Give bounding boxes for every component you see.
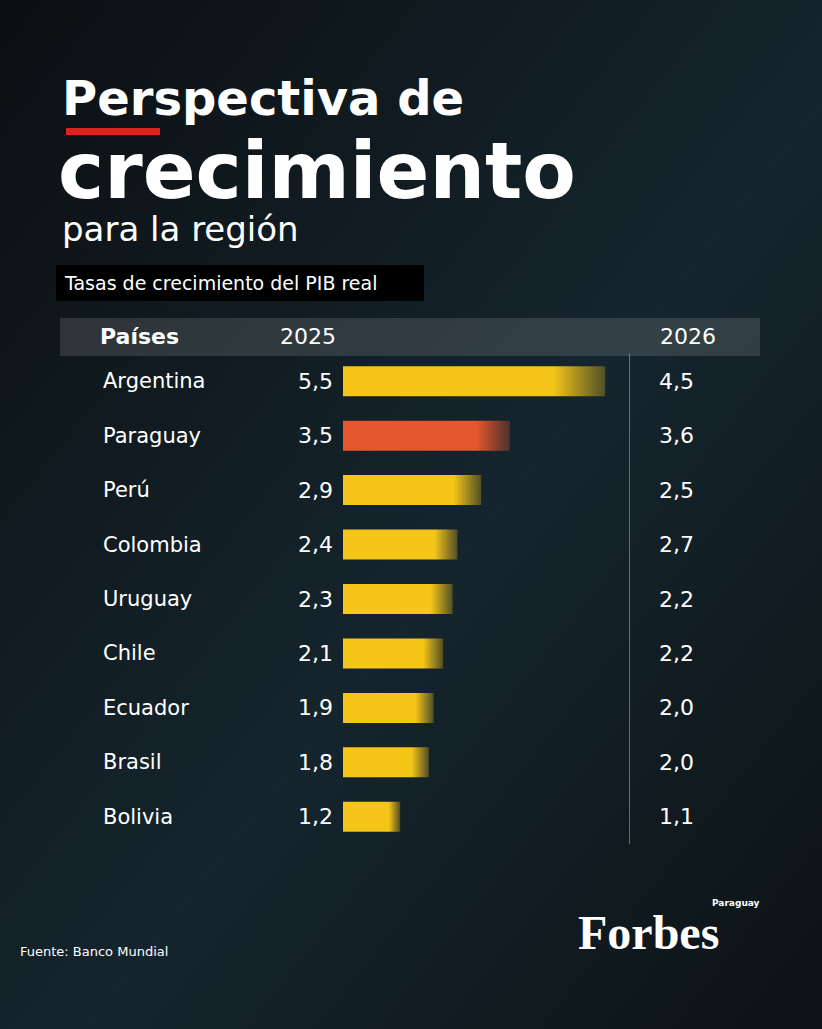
svg-text:Perspectiva de: Perspectiva de <box>62 70 464 126</box>
svg-text:Fuente: Banco Mundial: Fuente: Banco Mundial <box>20 944 168 959</box>
svg-text:1,8: 1,8 <box>298 750 333 775</box>
svg-text:crecimiento: crecimiento <box>58 126 576 216</box>
svg-text:Perú: Perú <box>103 478 150 502</box>
svg-text:2,2: 2,2 <box>659 587 694 612</box>
svg-text:2,7: 2,7 <box>659 532 694 557</box>
svg-text:2025: 2025 <box>280 324 336 349</box>
svg-text:1,9: 1,9 <box>298 695 333 720</box>
svg-text:2,4: 2,4 <box>298 532 333 557</box>
svg-text:3,5: 3,5 <box>298 423 333 448</box>
svg-text:2,5: 2,5 <box>659 478 694 503</box>
svg-text:Paraguay: Paraguay <box>712 898 760 908</box>
svg-text:Forbes: Forbes <box>578 906 719 959</box>
svg-text:Paraguay: Paraguay <box>103 424 201 448</box>
svg-text:para la región: para la región <box>62 209 299 249</box>
svg-text:1,1: 1,1 <box>659 804 694 829</box>
svg-text:2,0: 2,0 <box>659 750 694 775</box>
svg-text:Chile: Chile <box>103 641 156 665</box>
svg-text:Bolivia: Bolivia <box>103 805 173 829</box>
svg-text:2026: 2026 <box>660 324 716 349</box>
svg-text:3,6: 3,6 <box>659 423 694 448</box>
svg-text:Argentina: Argentina <box>103 369 205 393</box>
svg-text:4,5: 4,5 <box>659 369 694 394</box>
svg-text:Uruguay: Uruguay <box>103 587 192 611</box>
svg-text:2,1: 2,1 <box>298 641 333 666</box>
svg-text:2,0: 2,0 <box>659 695 694 720</box>
svg-text:2,3: 2,3 <box>298 587 333 612</box>
svg-text:Brasil: Brasil <box>103 750 162 774</box>
svg-text:Países: Países <box>100 324 179 349</box>
svg-text:Ecuador: Ecuador <box>103 696 189 720</box>
svg-text:Colombia: Colombia <box>103 533 202 557</box>
svg-text:2,9: 2,9 <box>298 478 333 503</box>
svg-text:1,2: 1,2 <box>298 804 333 829</box>
svg-text:5,5: 5,5 <box>298 369 333 394</box>
svg-text:2,2: 2,2 <box>659 641 694 666</box>
svg-text:Tasas de crecimiento del PIB r: Tasas de crecimiento del PIB real <box>64 272 377 294</box>
